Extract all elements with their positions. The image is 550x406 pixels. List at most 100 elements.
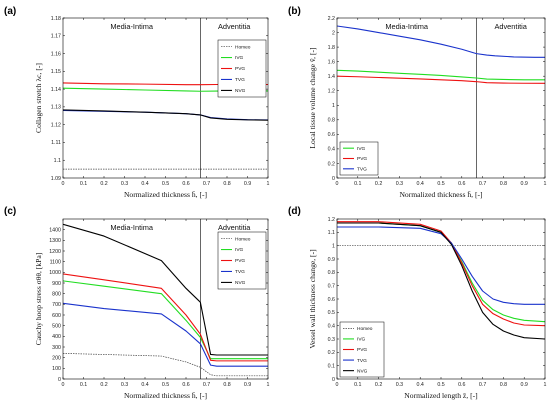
x-tick-label: 0 xyxy=(62,382,65,388)
y-tick-label: 1300 xyxy=(49,238,61,244)
y-tick-label: 2.2 xyxy=(328,16,335,22)
x-tick-label: 0.6 xyxy=(182,382,189,388)
x-tick-label: 0.2 xyxy=(375,181,382,187)
y-tick-label: 0.5 xyxy=(328,310,335,316)
x-tick-label: 0.8 xyxy=(500,181,507,187)
y-tick-label: 600 xyxy=(52,313,61,319)
y-tick-label: 1.15 xyxy=(51,69,61,75)
series-line-pvg xyxy=(337,75,545,84)
series-line-tvg xyxy=(63,109,268,121)
y-tick-label: 200 xyxy=(52,355,61,361)
panel-label: (c) xyxy=(4,206,16,217)
panel-label: (a) xyxy=(4,6,16,17)
y-tick-label: 0.4 xyxy=(328,147,335,153)
series-line-tvg xyxy=(337,25,545,58)
chart-panel-b: (b) 0 0.1 0.2 0.3 0.4 0.5 0.6 0.7 0.8 0.9 1 0 0.2 0.4 0… xyxy=(288,6,547,199)
y-tick-label: 0.2 xyxy=(328,161,335,167)
series-group xyxy=(63,223,268,377)
series-line-tvg xyxy=(63,302,268,367)
y-tick-label: 0.3 xyxy=(328,337,335,343)
y-tick-label: 0 xyxy=(58,377,61,383)
panel-label: (b) xyxy=(288,6,301,17)
x-tick-label: 0.4 xyxy=(141,382,148,388)
x-tick-label: 0.7 xyxy=(203,382,210,388)
y-tick-label: 1.18 xyxy=(51,16,61,22)
y-tick-label: 0.9 xyxy=(328,257,335,263)
x-tick-label: 0.2 xyxy=(100,181,107,187)
x-tick-label: 0.7 xyxy=(203,181,210,187)
y-axis-label: Cauchy hoop stress σθθ, [kPa] xyxy=(34,253,43,346)
x-tick-label: 0.3 xyxy=(121,382,128,388)
x-tick-label: 0.6 xyxy=(458,181,465,187)
legend-entry-homeo: Homeo xyxy=(235,236,251,242)
y-axis-label: Collagen stretch λc, [-] xyxy=(34,63,43,133)
legend-entry-tvg: TVG xyxy=(357,167,367,173)
x-tick-label: 0.3 xyxy=(121,181,128,187)
legend-entry-ivg: IVG xyxy=(235,55,244,61)
series-line-pvg xyxy=(63,273,268,362)
legend-entry-homeo: Homeo xyxy=(235,44,251,50)
legend-entry-ivg: IVG xyxy=(357,337,366,343)
y-tick-label: 1.12 xyxy=(51,122,61,128)
series-line-nvg xyxy=(337,222,545,340)
y-axis-label: Vessel wall thickness change, [-] xyxy=(308,249,317,348)
x-tick-label: 0 xyxy=(62,181,65,187)
plot-frame xyxy=(336,218,546,380)
y-tick-label: 1.16 xyxy=(51,51,61,57)
series-line-homeo xyxy=(63,353,268,377)
x-tick-label: 0.8 xyxy=(223,181,230,187)
legend-entry-ivg: IVG xyxy=(235,247,244,253)
legend-entry-nvg: NVG xyxy=(235,280,246,286)
y-tick-label: 1 xyxy=(332,243,335,249)
legend-entry-nvg: NVG xyxy=(235,88,246,94)
legend-entry-nvg: NVG xyxy=(357,368,368,374)
legend-entry-tvg: TVG xyxy=(235,77,245,83)
y-tick-label: 2 xyxy=(332,30,335,36)
legend-entry-pvg: PVG xyxy=(235,66,245,72)
x-tick-label: 0.1 xyxy=(80,181,87,187)
y-tick-label: 1400 xyxy=(49,227,61,233)
x-tick-label: 0.2 xyxy=(375,382,382,388)
y-tick-label: 1100 xyxy=(50,259,61,265)
x-tick-label: 0.9 xyxy=(521,181,528,187)
x-tick-label: 0.5 xyxy=(162,181,169,187)
x-tick-label: 0.6 xyxy=(458,382,465,388)
y-tick-label: 0.7 xyxy=(328,283,335,289)
region-label-adventitia: Adventitia xyxy=(218,223,251,232)
region-label-media-intima: Media-Intima xyxy=(385,22,429,31)
y-tick-label: 900 xyxy=(52,281,61,287)
x-tick-label: 0.3 xyxy=(396,382,403,388)
legend-entry-tvg: TVG xyxy=(357,358,367,364)
y-tick-label: 1.17 xyxy=(51,34,61,40)
x-tick-label: 0.4 xyxy=(417,382,424,388)
region-label-adventitia: Adventitia xyxy=(494,22,527,31)
x-tick-label: 0.9 xyxy=(244,181,251,187)
y-tick-label: 0.1 xyxy=(328,363,335,369)
series-line-nvg xyxy=(63,109,268,121)
x-tick-label: 0.9 xyxy=(521,382,528,388)
region-label-media-intima: Media-Intima xyxy=(110,22,154,31)
y-tick-label: 1200 xyxy=(49,249,61,255)
x-axis-label: Normalized thickness h̄, [-] xyxy=(124,391,207,400)
x-tick-label: 0.1 xyxy=(80,382,87,388)
legend: Homeo IVG PVG TVG NVG xyxy=(339,321,385,378)
y-tick-label: 0.8 xyxy=(328,270,335,276)
y-tick-label: 1.13 xyxy=(51,105,61,111)
chart-panel-d: (d) 0 0.1 0.2 0.3 0.4 0.5 0.6 0.7 0.8 0.9 1 0 0.1 0.2 0… xyxy=(288,206,547,400)
x-tick-label: 0.9 xyxy=(244,382,251,388)
y-tick-label: 1.6 xyxy=(328,59,335,65)
y-tick-label: 800 xyxy=(52,291,61,297)
panel-label: (d) xyxy=(288,206,301,217)
x-tick-label: 0.5 xyxy=(162,382,169,388)
x-tick-label: 1 xyxy=(544,382,547,388)
y-tick-label: 1.1 xyxy=(328,230,335,236)
y-tick-label: 0.6 xyxy=(328,297,335,303)
y-tick-label: 1.14 xyxy=(51,87,61,93)
legend-entry-homeo: Homeo xyxy=(357,326,373,332)
legend-entry-pvg: PVG xyxy=(357,347,367,353)
series-line-ivg xyxy=(63,280,268,360)
legend-box xyxy=(217,231,267,290)
x-tick-label: 0.2 xyxy=(100,382,107,388)
x-tick-label: 0.4 xyxy=(141,181,148,187)
